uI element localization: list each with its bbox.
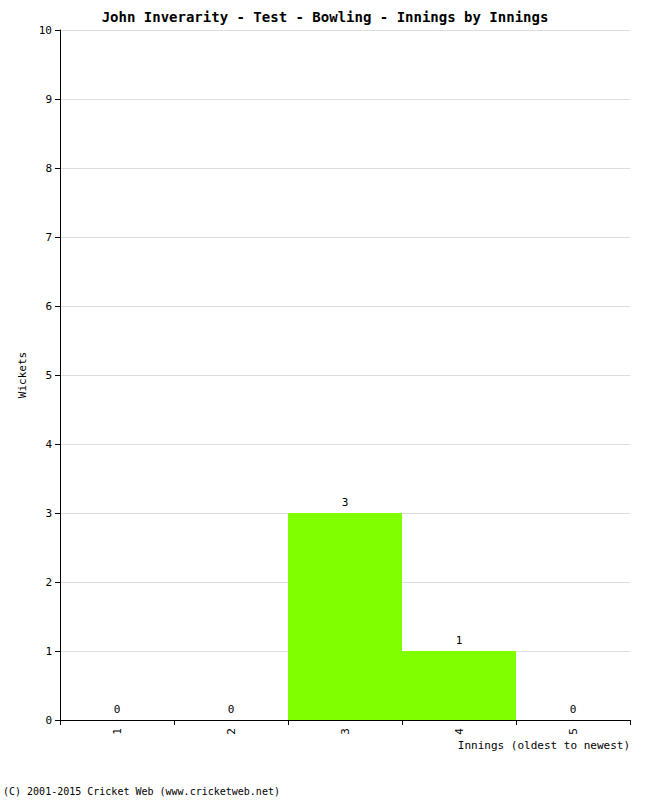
svg-text:Innings (oldest to newest): Innings (oldest to newest) [458, 739, 630, 752]
svg-text:0: 0 [114, 703, 121, 716]
svg-text:(C) 2001-2015 Cricket Web (www: (C) 2001-2015 Cricket Web (www.cricketwe… [3, 786, 280, 797]
svg-text:4: 4 [453, 728, 466, 735]
svg-text:1: 1 [111, 728, 124, 735]
svg-text:6: 6 [45, 300, 52, 313]
svg-text:3: 3 [339, 728, 352, 735]
svg-text:2: 2 [45, 576, 52, 589]
svg-text:10: 10 [39, 24, 52, 37]
svg-text:0: 0 [228, 703, 235, 716]
svg-text:7: 7 [45, 231, 52, 244]
svg-text:0: 0 [45, 714, 52, 727]
svg-text:5: 5 [567, 728, 580, 735]
svg-text:4: 4 [45, 438, 52, 451]
svg-text:0: 0 [570, 703, 577, 716]
svg-text:Wickets: Wickets [16, 352, 29, 398]
svg-text:1: 1 [456, 634, 463, 647]
svg-text:8: 8 [45, 162, 52, 175]
svg-text:2: 2 [225, 728, 238, 735]
svg-text:3: 3 [342, 496, 349, 509]
svg-text:1: 1 [45, 645, 52, 658]
svg-text:3: 3 [45, 507, 52, 520]
svg-text:John Inverarity - Test - Bowli: John Inverarity - Test - Bowling - Innin… [102, 9, 549, 25]
svg-text:5: 5 [45, 369, 52, 382]
svg-text:9: 9 [45, 93, 52, 106]
